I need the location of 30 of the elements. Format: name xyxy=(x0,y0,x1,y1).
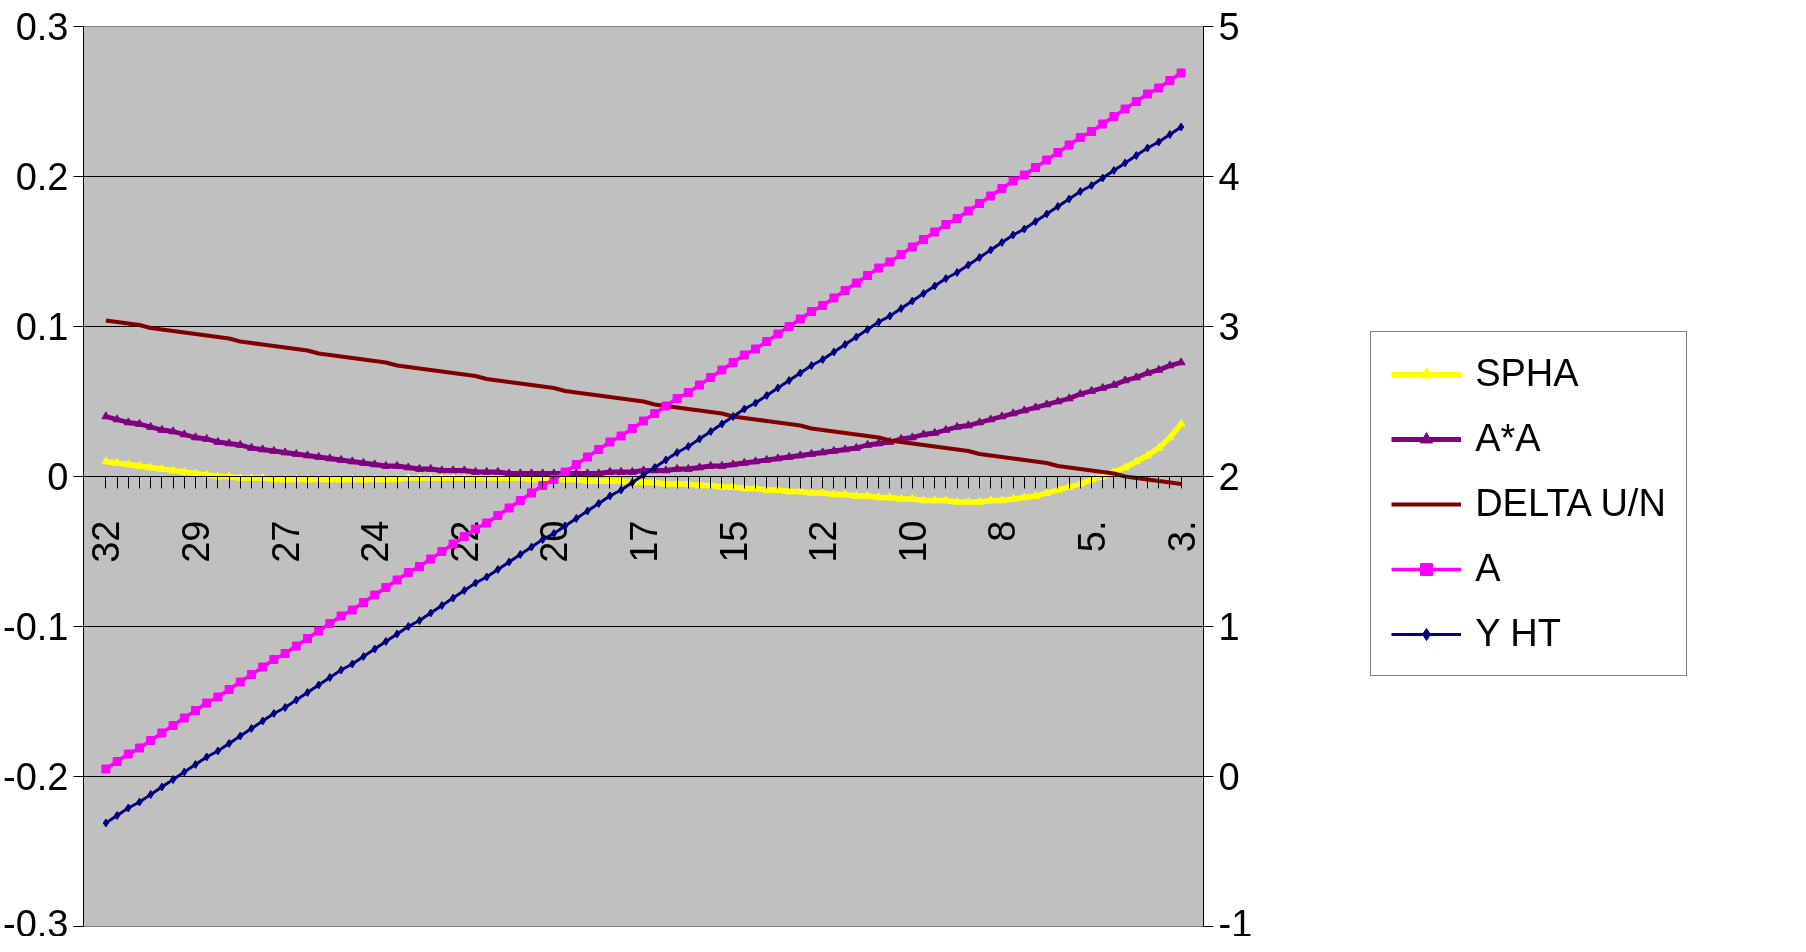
x-tick-label: 27 xyxy=(264,520,307,563)
y2-tick-label: -1 xyxy=(1218,902,1253,945)
y2-tick-label: 0 xyxy=(1218,756,1240,798)
x-tick-label: 24 xyxy=(354,520,397,563)
y-tick-label: 0.3 xyxy=(15,6,69,48)
y-tick-label: 0.1 xyxy=(15,306,69,348)
y-tick-label: -0.2 xyxy=(3,756,69,798)
x-tick-label: 12 xyxy=(802,520,845,563)
line-series xyxy=(103,318,1184,487)
x-tick-label: 3. xyxy=(1160,520,1203,553)
y2-tick-label: 2 xyxy=(1218,456,1240,498)
y2-tick-label: 5 xyxy=(1218,6,1240,48)
x-tick-label: 8 xyxy=(981,520,1024,542)
x-tick-label: 29 xyxy=(175,520,217,563)
legend-label: Y HT xyxy=(1475,612,1561,655)
legend-label: A xyxy=(1475,547,1501,590)
legend-label: A*A xyxy=(1475,417,1541,460)
legend-label: DELTA U/N xyxy=(1475,482,1666,525)
y2-tick-label: 1 xyxy=(1218,606,1240,648)
x-tick-label: 15 xyxy=(712,520,755,563)
legend-label: SPHA xyxy=(1475,352,1579,395)
y-tick-label: 0 xyxy=(47,456,69,498)
y-tick-label: -0.1 xyxy=(3,606,69,648)
y2-tick-label: 3 xyxy=(1218,306,1240,348)
y-tick-label: 0.2 xyxy=(15,156,69,198)
y2-tick-label: 4 xyxy=(1218,156,1240,198)
x-tick-label: 5. xyxy=(1071,520,1113,553)
x-tick-label: 17 xyxy=(623,520,665,563)
x-tick-label: 32 xyxy=(85,520,128,563)
x-tick-label: 10 xyxy=(891,520,934,563)
